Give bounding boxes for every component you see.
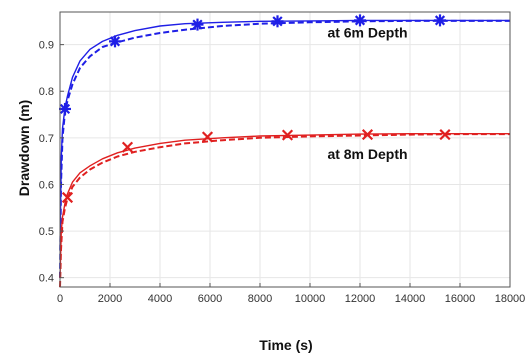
y-tick-label: 0.7 — [39, 133, 54, 145]
marker-stroke — [201, 131, 214, 143]
x-tick-label: 12000 — [345, 293, 376, 305]
series-line-3 — [59, 132, 510, 278]
data-point — [434, 14, 446, 27]
x-tick-label: 16000 — [445, 293, 476, 305]
x-tick-label: 4000 — [148, 293, 172, 305]
annotations: at 6m Depth at 8m Depth — [327, 25, 407, 162]
x-tick-label: 10000 — [295, 293, 326, 305]
marker-stroke — [109, 36, 121, 47]
marker-stroke — [281, 129, 294, 141]
series-group — [59, 14, 510, 288]
data-point — [109, 35, 121, 48]
data-point — [201, 131, 214, 143]
y-tick-label: 0.5 — [39, 226, 54, 238]
marker-stroke — [439, 129, 451, 141]
marker-stroke — [121, 141, 134, 153]
data-point — [61, 191, 74, 204]
x-tick-label: 18000 — [495, 293, 526, 305]
y-tick-label: 0.4 — [39, 273, 54, 285]
marker-stroke — [354, 15, 366, 26]
data-point — [281, 129, 294, 141]
x-tick-label: 14000 — [395, 293, 426, 305]
marker-stroke — [59, 103, 71, 115]
x-tick-label: 0 — [57, 293, 63, 305]
marker-stroke — [434, 15, 446, 26]
data-point — [361, 129, 374, 141]
x-tick-label: 2000 — [98, 293, 122, 305]
y-tick-label: 0.8 — [39, 86, 54, 98]
data-point — [191, 18, 204, 31]
marker-stroke — [272, 16, 283, 27]
x-axis-title: Time (s) — [259, 337, 312, 353]
x-tick-label: 8000 — [248, 293, 272, 305]
x-tick-label: 6000 — [198, 293, 222, 305]
y-axis-title: Drawdown (m) — [16, 100, 32, 196]
axes: 0 2000 4000 6000 8000 10000 12000 14000 16000 180… — [39, 11, 526, 305]
data-point — [439, 129, 451, 141]
plot-frame — [59, 11, 511, 288]
annotation-label: at 8m Depth — [327, 146, 407, 162]
data-point — [271, 15, 284, 28]
data-point — [59, 102, 71, 115]
marker-stroke — [61, 191, 74, 204]
marker-stroke — [361, 129, 374, 141]
series-line-4 — [59, 133, 510, 288]
data-point — [354, 14, 366, 27]
data-point — [121, 141, 134, 153]
annotation-label: at 6m Depth — [327, 25, 407, 41]
marker-stroke — [192, 19, 203, 30]
y-tick-label: 0.6 — [39, 179, 54, 191]
y-tick-label: 0.9 — [39, 40, 54, 52]
